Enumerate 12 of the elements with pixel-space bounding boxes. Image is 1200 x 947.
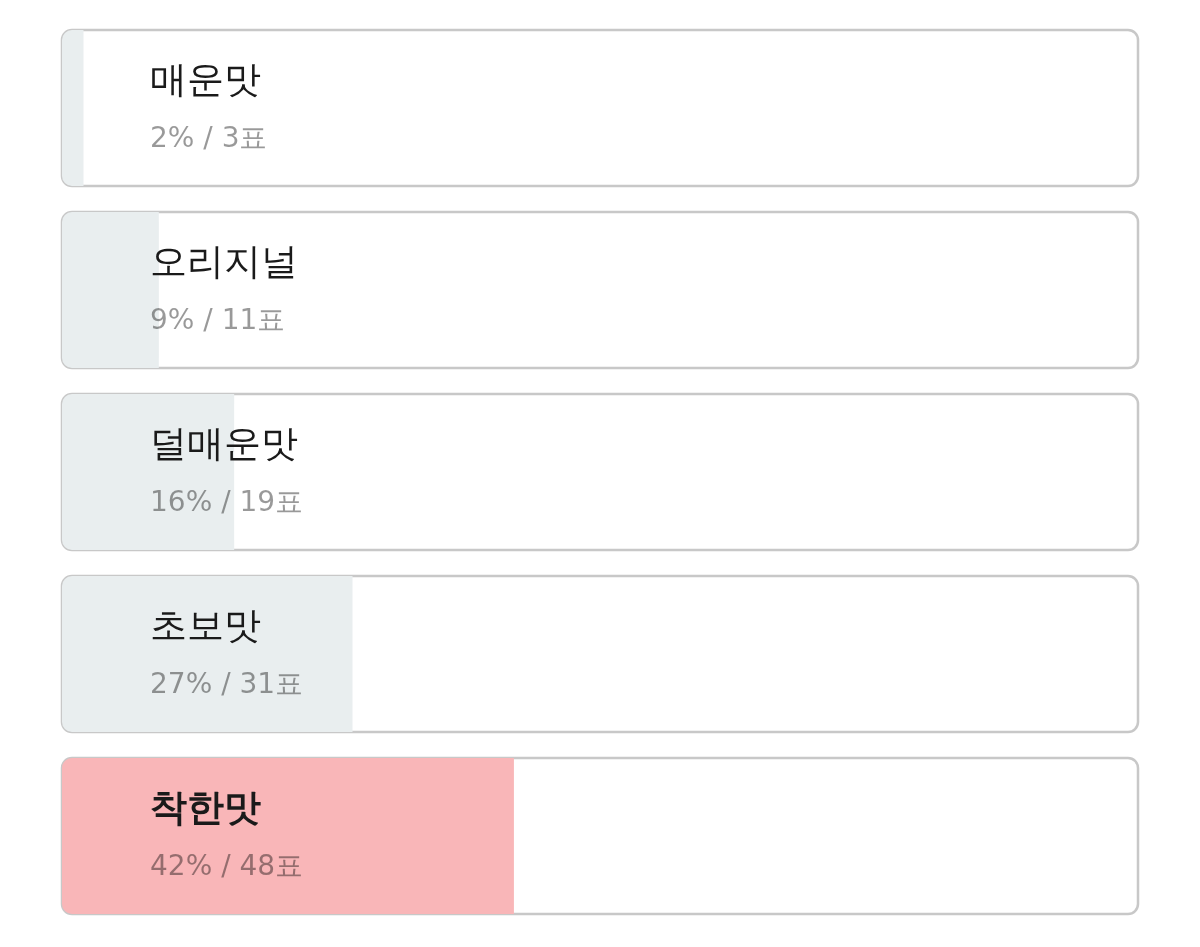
y-tick-label: 착한맛 [150, 785, 261, 829]
data-label: 2% / 3표 [150, 120, 268, 154]
y-tick-label: 초보맛 [150, 603, 261, 647]
data-label: 9% / 11표 [150, 302, 286, 336]
data-label: 27% / 31표 [150, 666, 304, 700]
data-label: 16% / 19표 [150, 484, 304, 518]
bar [62, 30, 84, 186]
data-label: 42% / 48표 [150, 848, 304, 882]
y-tick-label: 오리지널 [150, 239, 298, 283]
bar [62, 576, 353, 732]
y-tick-label: 덜매운맛 [150, 421, 298, 465]
y-tick-label: 매운맛 [150, 57, 261, 101]
